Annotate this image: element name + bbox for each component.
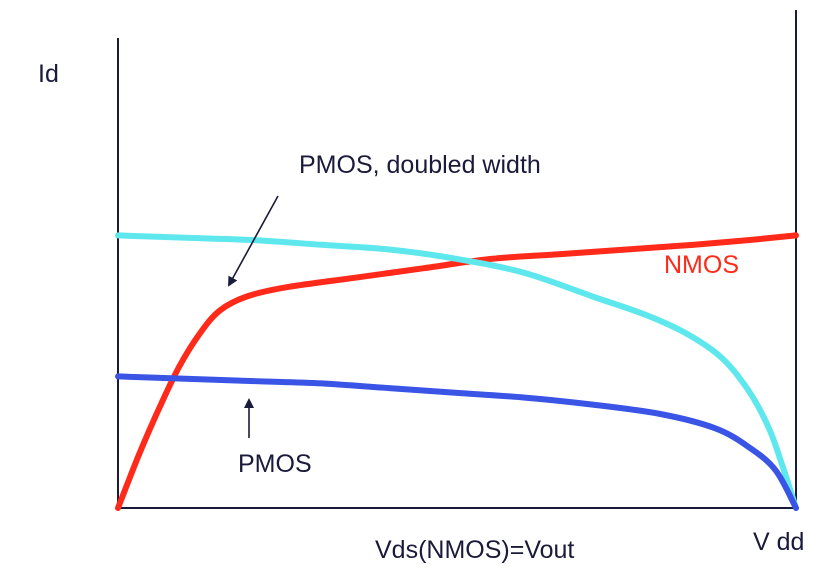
y-axis-label: Id — [38, 60, 59, 88]
series-line-pmos — [115, 373, 799, 511]
series-line-nmos — [115, 232, 799, 511]
annotation-arrow-pmos-doubled-width — [228, 195, 279, 287]
series-label-nmos: NMOS — [664, 251, 739, 279]
vdd-label: V dd — [753, 528, 804, 556]
annotation-label-pmos: PMOS — [238, 450, 312, 478]
x-axis-label: Vds(NMOS)=Vout — [375, 536, 574, 564]
series-line-pmos-doubled-width — [115, 232, 799, 511]
annotation-label-pmos-doubled-width: PMOS, doubled width — [299, 151, 541, 179]
